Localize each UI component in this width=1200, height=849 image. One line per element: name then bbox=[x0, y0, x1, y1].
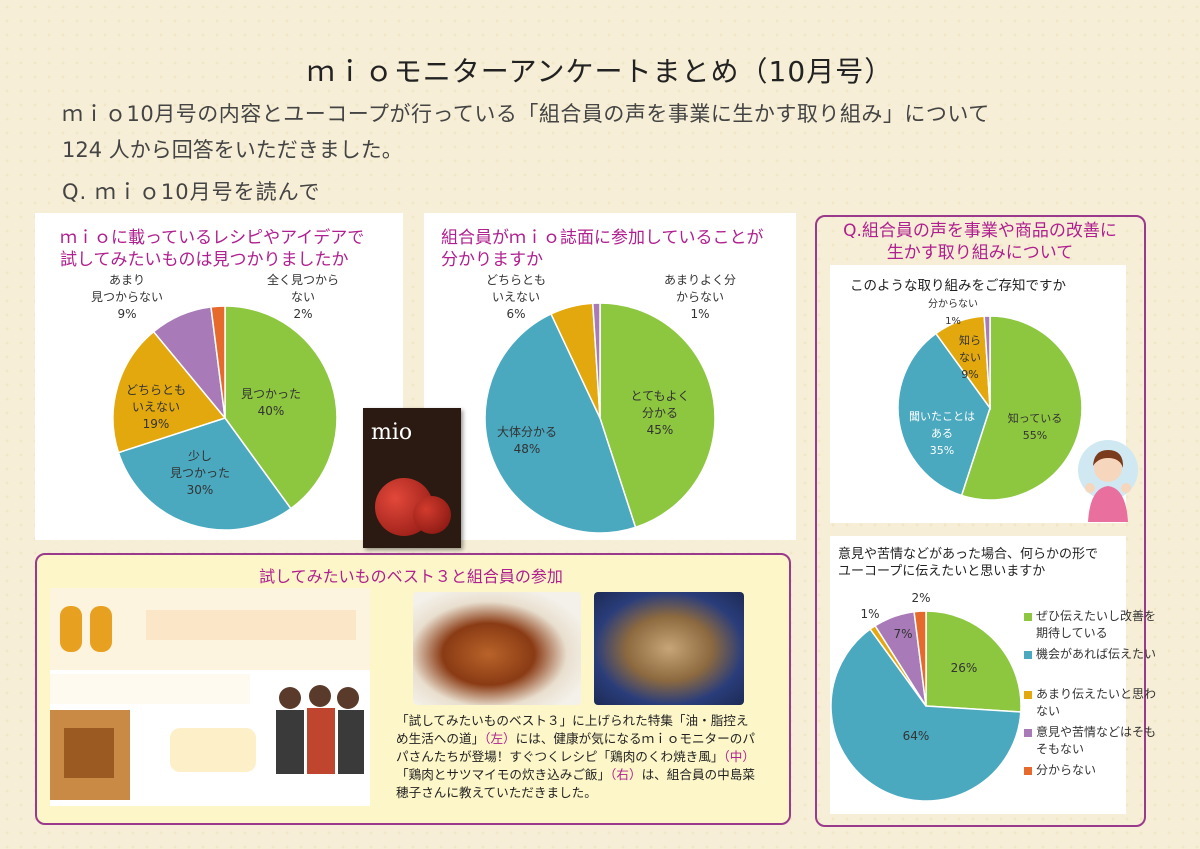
pie3-slice-3 bbox=[983, 315, 991, 409]
legend-label-3: 意見や苦情などはそも そもない bbox=[1036, 725, 1157, 756]
intro-line-1: ｍｉｏ10月号の内容とユーコープが行っている「組合員の声を事業に生かす取り組み」… bbox=[62, 102, 990, 126]
chart2-label-2: どちらとも いえない 6% bbox=[485, 273, 546, 321]
chart1-title-line1: ｍｉｏに載っているレシピやアイデアで bbox=[60, 228, 365, 248]
chart2-label-3: あまりよく分 からない 1% bbox=[663, 273, 736, 321]
pie2-slice-0 bbox=[599, 302, 716, 529]
question-heading: Q. ｍｉｏ10月号を読んで bbox=[62, 180, 321, 204]
chart4-pct-0: 26% bbox=[950, 661, 978, 675]
bottom-section-title: 試してみたいものベスト３と組合員の参加 bbox=[259, 567, 563, 586]
page-title: ｍｉｏモニターアンケートまとめ（10月号） bbox=[306, 55, 894, 88]
chart1-label-0: 見つかった 40% bbox=[240, 387, 301, 418]
intro-line-2: 124 人から回答をいただきました。 bbox=[62, 138, 403, 162]
pie1-slice-4 bbox=[210, 305, 226, 419]
chart3-label-2: 知ら ない 9% bbox=[959, 334, 981, 381]
chart1-label-4: 全く見つから ない 2% bbox=[266, 273, 339, 321]
chart3-title: このような取り組みをご存知ですか bbox=[850, 278, 1066, 294]
pie4-slice-0 bbox=[925, 610, 1022, 713]
right-section-header: Q.組合員の声を事業や商品の改善に生かす取り組みについて bbox=[843, 221, 1117, 263]
pie2-slice-3 bbox=[591, 302, 601, 419]
chart4-title-line1: 意見や苦情などがあった場合、何らかの形で bbox=[838, 547, 1099, 562]
chart4-pct-1: 64% bbox=[902, 729, 930, 743]
legend-label-4: 分からない bbox=[1036, 763, 1097, 777]
right-section-frame bbox=[815, 215, 1146, 827]
chart2-label-1: 大体分かる 48% bbox=[496, 425, 557, 456]
feature-article-image bbox=[50, 588, 370, 806]
bottom-caption: 「試してみたいものベスト３」に上げられた特集「油・脂控えめ生活への道」（左）には… bbox=[396, 713, 755, 800]
pie3-slice-1 bbox=[897, 332, 991, 497]
woman-illustration bbox=[1078, 440, 1138, 522]
chart4-pct-4: 2% bbox=[911, 591, 931, 605]
legend-label-0: ぜひ伝えたいし改善を 期待している bbox=[1036, 609, 1157, 640]
pie1-slice-1 bbox=[117, 417, 292, 531]
legend-label-2: あまり伝えたいと思わ ない bbox=[1036, 687, 1157, 718]
magazine-title: mio bbox=[371, 420, 413, 445]
legend-swatch-1 bbox=[1024, 651, 1032, 659]
chart1-title-line2: 試してみたいものは見つかりましたか bbox=[60, 250, 349, 270]
magazine-cover-image: mio bbox=[363, 408, 461, 548]
chicken-dish-photo bbox=[413, 592, 581, 705]
chart3-label-1: 聞いたことは ある 35% bbox=[909, 410, 975, 457]
chart4-pct-2: 1% bbox=[860, 607, 880, 621]
chart1-label-1: 少し 見つかった 30% bbox=[169, 449, 230, 497]
pie4-slice-4 bbox=[913, 610, 927, 707]
feature-article-illustration bbox=[50, 588, 370, 800]
pie1-slice-2 bbox=[112, 330, 227, 454]
rice-dish-photo bbox=[594, 592, 744, 705]
chart3-label-0: 知っている 55% bbox=[1007, 412, 1063, 442]
chart2-label-0: とてもよく 分かる 45% bbox=[630, 389, 690, 437]
chart1-label-3: あまり 見つからない 9% bbox=[90, 273, 163, 321]
pie1-slice-0 bbox=[224, 305, 338, 510]
legend-swatch-3 bbox=[1024, 729, 1032, 737]
pie4-slice-1 bbox=[830, 628, 1022, 802]
legend-swatch-4 bbox=[1024, 767, 1032, 775]
chart2-title-line2: 分かりますか bbox=[441, 250, 543, 270]
apple-graphic-2 bbox=[413, 496, 451, 534]
chart4-title-line2: ユーコープに伝えたいと思いますか bbox=[838, 564, 1046, 579]
pie3-slice-0 bbox=[960, 315, 1083, 501]
pie2-slice-1 bbox=[484, 312, 637, 534]
legend-label-1: 機会があれば伝えたい bbox=[1036, 647, 1157, 661]
chart4-pct-3: 7% bbox=[893, 627, 913, 641]
chart3-label-3: 分からない 1% bbox=[928, 299, 978, 327]
chart2-title-line1: 組合員がｍｉｏ誌面に参加していることが bbox=[441, 228, 764, 248]
legend-swatch-0 bbox=[1024, 613, 1032, 621]
chart1-label-2: どちらとも いえない 19% bbox=[125, 383, 186, 431]
legend-swatch-2 bbox=[1024, 691, 1032, 699]
